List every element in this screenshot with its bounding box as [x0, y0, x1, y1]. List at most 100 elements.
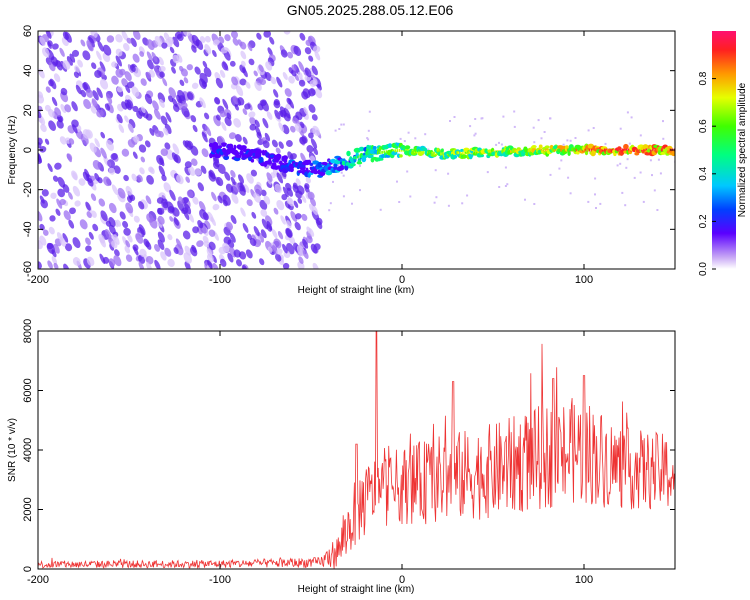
spectrogram-noise-cell — [192, 196, 199, 205]
spectrogram-noise-cell — [254, 80, 262, 91]
snr-x-label: Height of straight line (km) — [298, 584, 415, 595]
spectrogram-noise-cell — [197, 182, 204, 192]
spectrogram-ridge-cell — [604, 148, 606, 152]
spectrogram-noise-cell — [267, 246, 273, 253]
spectrogram-noise-cell — [146, 39, 155, 51]
spectrogram-noise-cell — [253, 192, 261, 203]
spectrogram-noise-cell — [64, 243, 73, 252]
spectrogram-noise-cell — [42, 47, 50, 58]
spectrogram-signal-cell — [399, 154, 403, 158]
spectrogram-ridge-cell — [459, 151, 462, 155]
spectrogram-speckle — [626, 158, 629, 161]
spectrogram-noise-cell — [47, 163, 53, 173]
spectrogram-ridge-cell — [652, 148, 654, 152]
spectrogram-noise-cell — [312, 147, 319, 156]
spectrogram-speckle — [337, 164, 339, 167]
spectrogram-noise-cell — [72, 185, 81, 197]
spectrogram-noise-cell — [208, 241, 216, 251]
spectrogram-noise-cell — [181, 106, 190, 118]
spectrogram-speckle — [486, 171, 489, 174]
spectrogram-speckle — [513, 110, 516, 113]
spectrogram-noise-cell — [117, 187, 126, 199]
snr-marks — [38, 331, 675, 569]
spectrogram-signal-cell — [462, 154, 467, 159]
spectrogram-speckle — [626, 111, 629, 114]
spectrogram-noise-cell — [263, 31, 271, 38]
spectrogram-noise-cell — [92, 223, 99, 232]
spectrogram-speckle — [379, 208, 382, 211]
spectrogram-noise-cell — [301, 195, 307, 203]
spectrogram-noise-cell — [249, 116, 257, 126]
spectrogram-speckle — [533, 141, 536, 144]
spectrogram-noise-cell — [59, 136, 67, 145]
spectrogram-ridge-cell — [510, 149, 512, 153]
spectrogram-noise-cell — [211, 254, 217, 263]
spectrogram-noise-cell — [42, 229, 49, 236]
spectrogram-noise-cell — [273, 100, 281, 109]
spectrogram-noise-cell — [41, 189, 49, 197]
spectrogram-noise-cell — [160, 115, 168, 125]
spectrogram-noise-cell — [135, 233, 144, 244]
spectrogram-speckle — [656, 209, 659, 211]
spectrogram-noise-cell — [164, 247, 172, 257]
spectrogram-noise-cell — [294, 221, 301, 231]
y-tick-label: 6000 — [22, 378, 34, 402]
spectrogram-noise-cell — [199, 72, 208, 84]
spectrogram-noise-cell — [48, 226, 55, 235]
spectrogram-noise-cell — [298, 256, 304, 265]
spectrogram-noise-cell — [108, 202, 117, 214]
x-tick-label: 0 — [399, 274, 405, 286]
spectrogram-noise-cell — [242, 136, 248, 145]
spectrogram-noise-cell — [225, 183, 234, 193]
spectrogram-noise-cell — [115, 55, 122, 67]
spectrogram-speckle — [359, 189, 361, 192]
spectrogram-noise-cell — [219, 110, 226, 118]
spectrogram-noise-cell — [201, 148, 209, 158]
spectrogram-noise-cell — [192, 226, 200, 234]
spectrogram-noise-cell — [74, 200, 81, 207]
spectrogram-speckle — [633, 176, 636, 179]
figure-title: GN05.2025.288.05.12.E06 — [287, 2, 454, 18]
spectrogram-noise-cell — [211, 191, 217, 202]
spectrogram-speckle — [474, 132, 477, 135]
spectrogram-noise-cell — [221, 121, 227, 131]
spectrogram-noise-cell — [222, 98, 229, 110]
spectrogram-noise-cell — [64, 104, 72, 113]
spectrogram-noise-cell — [121, 148, 130, 157]
spectrogram-signal-cell — [366, 154, 374, 159]
spectrogram-noise-cell — [111, 75, 119, 85]
spectrogram-signal-cell — [333, 163, 338, 168]
spectrogram-noise-cell — [157, 215, 165, 225]
spectrogram-ridge-cell — [433, 152, 436, 155]
spectrogram-signal-cell — [565, 145, 569, 149]
spectrogram-speckle — [659, 172, 662, 175]
spectrogram-signal-cell — [623, 143, 629, 150]
x-tick-label: 0 — [399, 574, 405, 586]
spectrogram-speckle — [340, 123, 343, 126]
spectrogram-noise-cell — [68, 138, 75, 145]
spectrogram-noise-cell — [157, 239, 165, 250]
spectrogram-noise-cell — [238, 174, 244, 184]
spectrogram-speckle — [427, 148, 430, 151]
spectrogram-ridge-cell — [553, 148, 556, 152]
spectrogram-noise-cell — [39, 223, 45, 231]
spectrogram-noise-cell — [264, 71, 272, 82]
spectrogram-noise-cell — [48, 120, 56, 131]
spectrogram-signal-cell — [228, 143, 234, 148]
spectrogram-noise-cell — [307, 88, 316, 97]
spectrogram-ridge-cell — [514, 149, 517, 153]
spectrogram-noise-cell — [224, 171, 231, 181]
colorbar: 0.0 0.2 0.4 0.6 0.8 Normalized spectral ampl… — [698, 31, 748, 276]
spectrogram-noise-cell — [217, 163, 226, 174]
spectrogram-noise-cell — [119, 211, 126, 220]
spectrogram-noise-cell — [131, 173, 138, 182]
spectrogram-noise-cell — [125, 85, 131, 93]
spectrogram-noise-cell — [153, 108, 161, 120]
spectrogram-noise-cell — [271, 139, 278, 148]
spectrogram-noise-cell — [218, 36, 225, 44]
spectrogram-noise-cell — [163, 127, 169, 136]
spectrogram-noise-cell — [231, 31, 238, 39]
spectrogram-noise-cell — [47, 40, 53, 47]
